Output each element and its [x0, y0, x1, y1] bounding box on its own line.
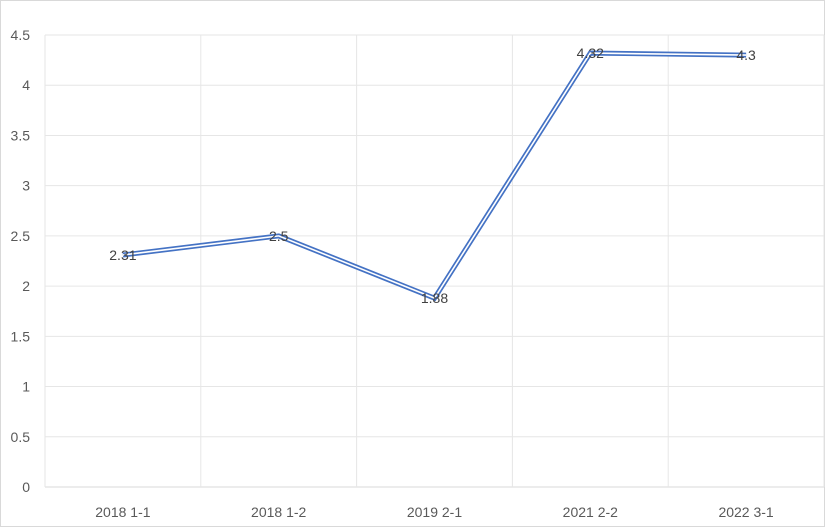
y-tick-label: 1 [22, 379, 30, 395]
y-tick-label: 4 [22, 77, 30, 93]
y-axis-ticks: 0 0.5 1 1.5 2 2.5 3 3.5 4 4.5 [11, 27, 31, 495]
data-label: 2.31 [109, 247, 136, 263]
y-tick-label: 2.5 [11, 228, 31, 244]
x-tick-label: 2019 2-1 [407, 504, 462, 520]
x-tick-label: 2021 2-2 [563, 504, 618, 520]
gridlines [44, 34, 825, 488]
y-tick-label: 0.5 [11, 429, 31, 445]
data-label: 4.32 [577, 45, 604, 61]
y-tick-label: 4.5 [11, 27, 31, 43]
y-tick-label: 0 [22, 479, 30, 495]
y-tick-label: 2 [22, 278, 30, 294]
series-line [122, 50, 747, 302]
y-tick-label: 1.5 [11, 328, 31, 344]
x-tick-label: 2018 1-1 [95, 504, 150, 520]
x-tick-label: 2018 1-2 [251, 504, 306, 520]
y-tick-label: 3 [22, 178, 30, 194]
series-line-outer [122, 50, 747, 302]
data-labels: 2.31 2.5 1.88 4.32 4.3 [109, 45, 756, 306]
y-tick-label: 3.5 [11, 127, 31, 143]
x-axis-ticks: 2018 1-1 2018 1-2 2019 2-1 2021 2-2 2022 3-1 [95, 504, 774, 520]
data-label: 1.88 [421, 290, 448, 306]
series-line-inner [122, 52, 747, 300]
data-label: 4.3 [736, 47, 756, 63]
x-tick-label: 2022 3-1 [718, 504, 773, 520]
data-label: 2.5 [269, 228, 289, 244]
